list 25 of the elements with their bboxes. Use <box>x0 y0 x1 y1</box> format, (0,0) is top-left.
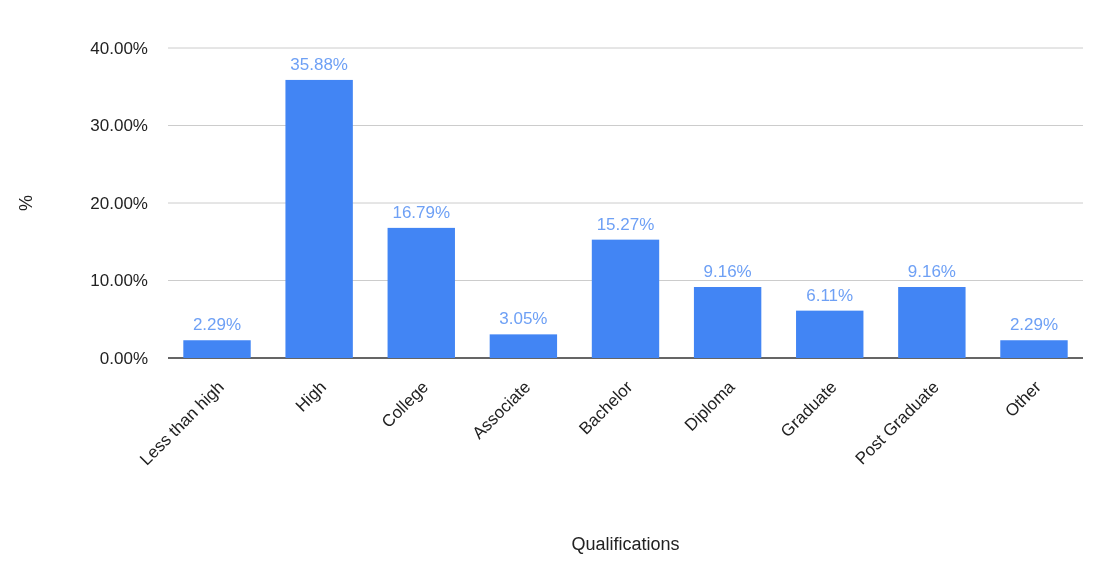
data-label: 6.11% <box>806 285 854 305</box>
data-label: 3.05% <box>499 309 548 329</box>
data-label: 35.88% <box>290 54 348 74</box>
data-label: 16.79% <box>392 202 451 222</box>
y-tick-label: 10.00% <box>90 271 148 291</box>
bar <box>489 334 558 358</box>
data-label: 9.16% <box>703 262 752 282</box>
y-axis-title: % <box>16 194 36 212</box>
bar <box>183 340 251 358</box>
bar <box>693 287 762 358</box>
data-label: 2.29% <box>192 315 242 335</box>
data-label: 2.29% <box>1009 315 1059 335</box>
y-tick-label: 0.00% <box>99 348 148 368</box>
bar <box>1000 340 1068 358</box>
data-label: 15.27% <box>596 214 655 234</box>
y-tick-label: 30.00% <box>90 116 148 136</box>
bar <box>285 79 353 358</box>
y-tick-label: 20.00% <box>90 193 148 213</box>
bar <box>591 239 660 358</box>
bar <box>898 287 966 358</box>
y-tick-label: 40.00% <box>90 38 148 58</box>
data-label: 9.16% <box>907 262 956 282</box>
bar <box>796 310 864 358</box>
bar <box>387 227 455 358</box>
x-axis-title: Qualifications <box>571 534 680 554</box>
